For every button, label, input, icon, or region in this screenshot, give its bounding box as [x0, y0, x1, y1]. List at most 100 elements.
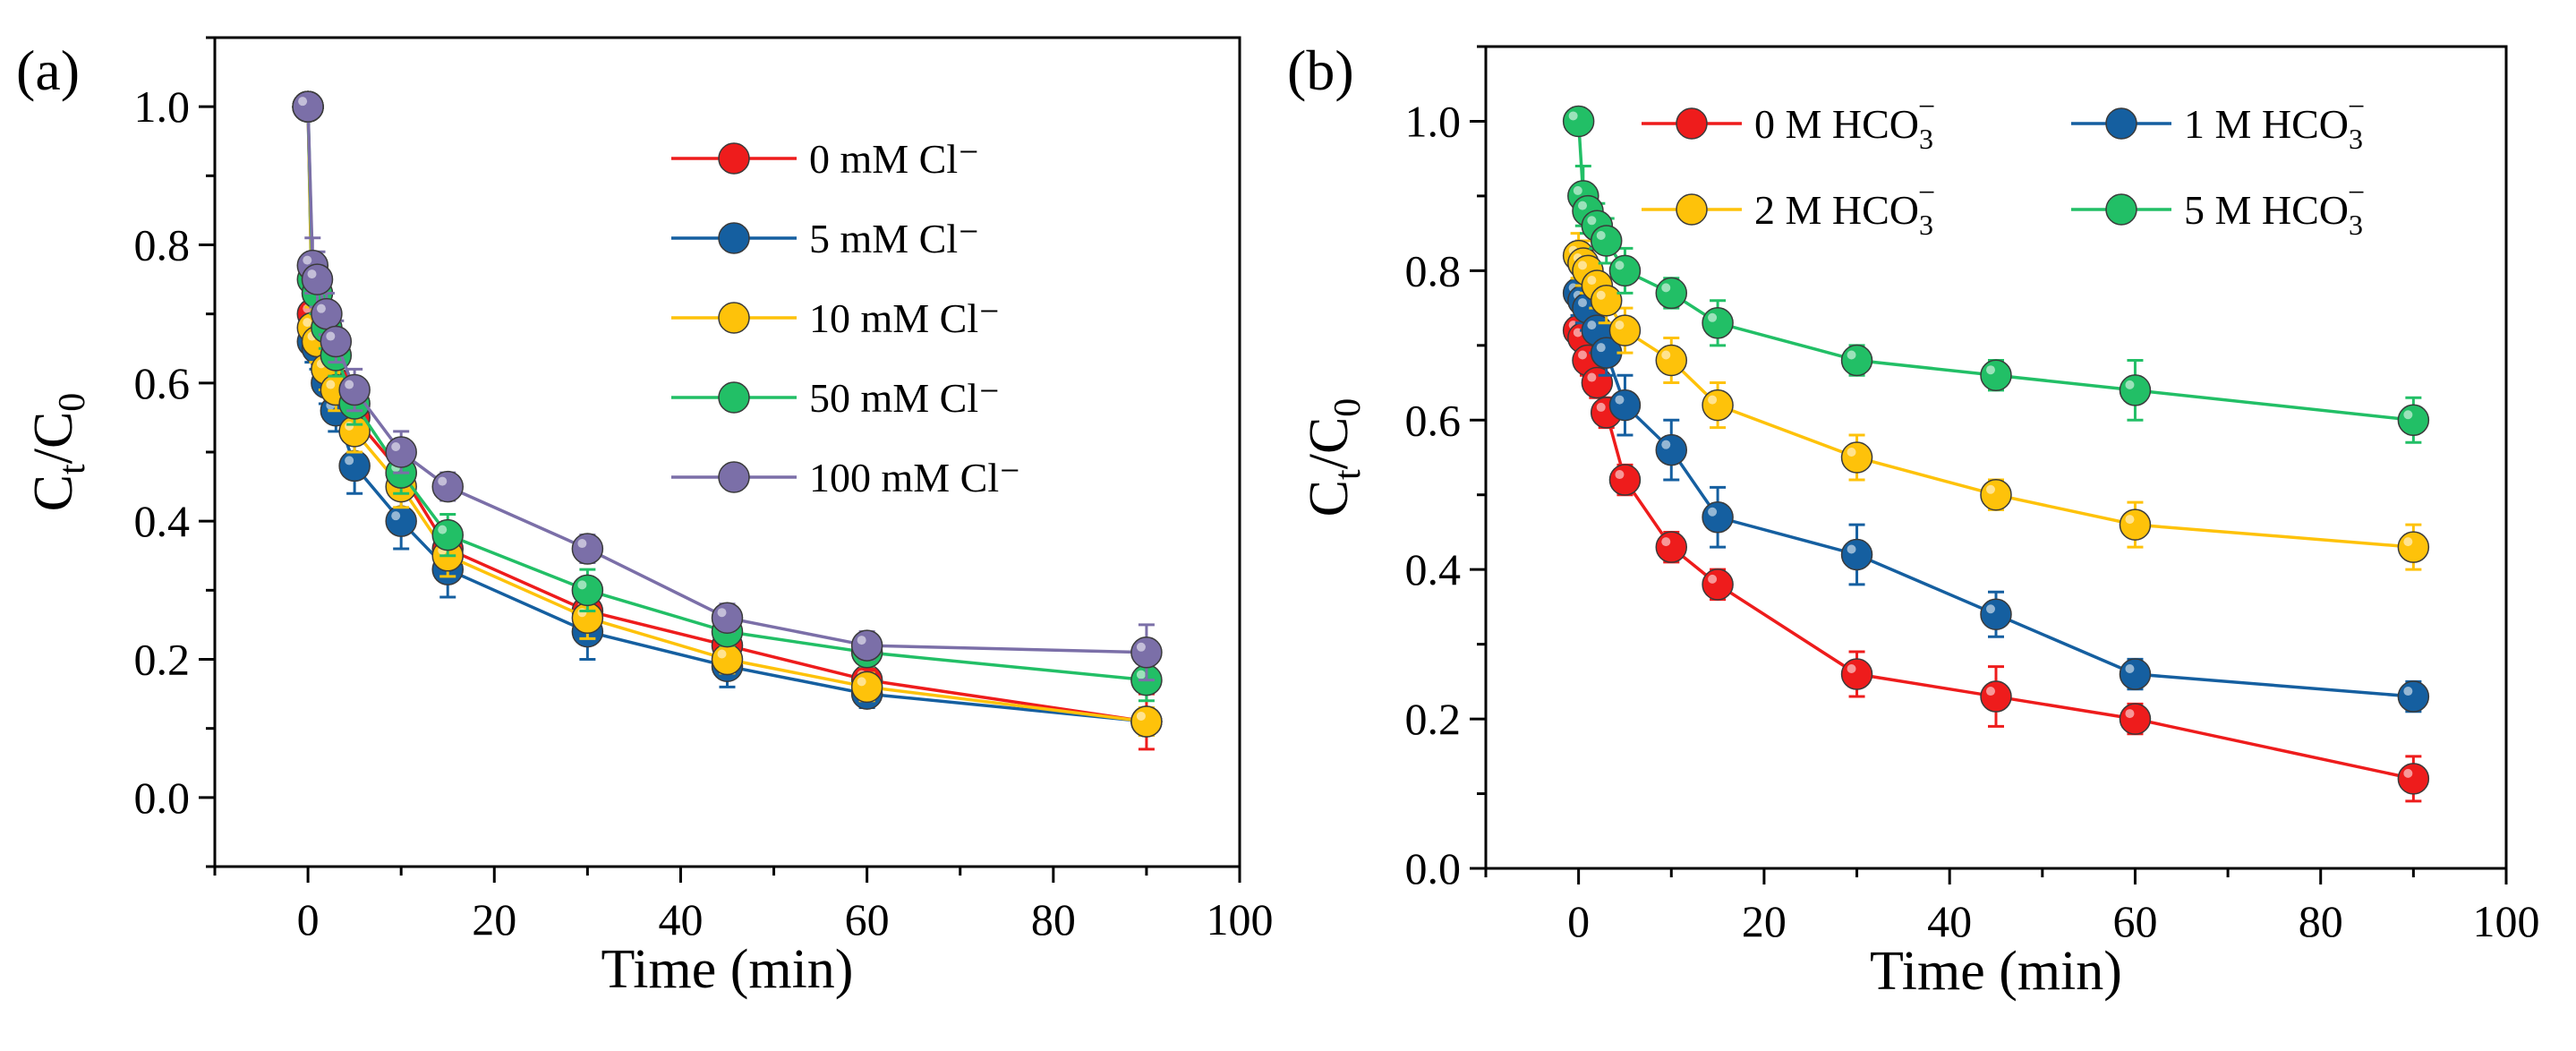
data-point-highlight-b-2	[1661, 350, 1671, 360]
y-tick-label-a: 0.8	[134, 220, 191, 270]
legend-label-b-0: 0 M HCO3−	[1754, 90, 1935, 155]
data-point-b-2	[1702, 389, 1734, 422]
data-point-highlight-b-0	[1986, 687, 1995, 696]
series-a-4	[292, 90, 1163, 682]
data-point-highlight-b-0	[2125, 709, 2135, 719]
data-point-highlight-b-3	[1615, 261, 1625, 270]
data-point-highlight-b-1	[1578, 298, 1587, 308]
data-point-highlight-b-1	[1615, 395, 1625, 405]
data-point-a-3	[571, 574, 604, 607]
data-point-highlight-a-2	[577, 608, 587, 618]
data-point-b-1	[1840, 538, 1873, 571]
data-point-highlight-a-3	[438, 525, 448, 534]
data-point-highlight-a-4	[438, 476, 448, 486]
legend-marker-b-1	[2105, 107, 2137, 140]
data-point-highlight-b-0	[1847, 664, 1856, 674]
data-point-a-1	[338, 449, 371, 483]
series-b-3	[1562, 105, 2430, 444]
data-point-b-2	[1980, 478, 2012, 511]
data-point-highlight-b-3	[2403, 410, 2413, 420]
data-point-highlight-a-4	[717, 608, 727, 618]
data-point-b-3	[2119, 374, 2152, 406]
data-point-highlight-b-1	[2403, 687, 2413, 696]
legend-marker-a-1	[718, 222, 750, 254]
series-b-2	[1562, 232, 2430, 571]
data-point-b-0	[1581, 366, 1614, 399]
data-point-highlight-a-4	[303, 255, 312, 265]
data-point-a-4	[338, 373, 371, 406]
panel-label-a: (a)	[16, 38, 80, 102]
x-axis-label-b: Time (min)	[1870, 941, 2122, 1002]
data-point-b-1	[1655, 433, 1688, 466]
data-point-highlight-b-2	[1587, 276, 1597, 286]
data-point-b-3	[1702, 307, 1734, 339]
data-point-a-4	[711, 602, 744, 634]
data-point-b-1	[1980, 598, 2012, 631]
data-point-highlight-b-0	[1578, 350, 1587, 360]
data-point-highlight-a-4	[298, 97, 308, 107]
data-point-highlight-a-4	[577, 539, 587, 549]
legend-marker-b-2	[1676, 193, 1708, 226]
legend-label-a-1: 5 mM Cl⁻	[809, 216, 979, 261]
x-tick-label-a: 0	[297, 894, 320, 944]
y-tick-label-b: 1.0	[1405, 96, 1462, 146]
data-point-highlight-b-2	[1847, 448, 1856, 457]
data-point-highlight-b-3	[1986, 365, 1995, 375]
data-point-highlight-b-2	[1986, 484, 1995, 494]
data-point-highlight-b-1	[1661, 440, 1671, 449]
data-point-highlight-b-1	[1596, 343, 1606, 353]
x-tick-label-a: 60	[845, 894, 890, 944]
panel-b-chart: 0 20 40 60 80 100 0.0 0.2 0.4 0.6 0.8 1.0 Time (min)…	[1287, 38, 2540, 1002]
data-point-highlight-a-2	[326, 380, 336, 389]
data-point-a-4	[431, 470, 464, 503]
x-tick-label-b: 40	[1927, 896, 1972, 946]
legend-label-a-0: 0 mM Cl⁻	[809, 136, 979, 182]
data-point-highlight-b-3	[1708, 312, 1718, 322]
x-tick-label-b: 80	[2299, 896, 2343, 946]
y-tick-label-b: 0.2	[1405, 694, 1462, 744]
data-point-b-0	[1702, 568, 1734, 601]
data-point-a-4	[292, 90, 324, 123]
data-point-highlight-b-0	[1587, 372, 1597, 382]
data-point-b-2	[1840, 441, 1873, 474]
data-point-highlight-a-4	[1136, 642, 1146, 652]
data-point-highlight-b-2	[1596, 290, 1606, 300]
data-point-b-0	[1980, 680, 2012, 713]
data-point-b-2	[1590, 284, 1623, 317]
data-point-highlight-b-3	[1847, 350, 1856, 360]
x-tick-label-b: 20	[1742, 896, 1787, 946]
data-point-a-4	[301, 263, 334, 295]
legend-marker-b-0	[1676, 107, 1708, 140]
data-point-a-1	[385, 505, 417, 537]
data-point-highlight-b-2	[1578, 261, 1587, 270]
y-tick-label-a: 0.2	[134, 635, 191, 685]
data-point-highlight-b-3	[1661, 283, 1671, 293]
data-point-a-4	[1130, 637, 1163, 669]
data-point-highlight-b-1	[1708, 507, 1718, 517]
data-point-highlight-a-1	[391, 511, 401, 521]
data-point-b-1	[1608, 389, 1642, 422]
data-point-b-3	[1655, 277, 1688, 310]
data-point-highlight-b-2	[2125, 515, 2135, 525]
data-point-highlight-a-3	[1136, 670, 1146, 679]
data-point-a-2	[1130, 705, 1163, 738]
data-point-highlight-a-4	[326, 331, 336, 341]
data-point-b-0	[1840, 658, 1873, 690]
data-point-b-2	[2397, 531, 2430, 563]
y-tick-label-a: 0.4	[134, 496, 191, 546]
data-point-highlight-a-4	[307, 269, 317, 279]
y-tick-label-a: 0.0	[134, 773, 191, 823]
data-point-highlight-b-0	[1708, 574, 1718, 584]
x-tick-label-b: 100	[2473, 896, 2540, 946]
y-tick-label-b: 0.6	[1405, 395, 1462, 445]
data-point-b-1	[2119, 658, 2152, 690]
plot-frame-b	[1484, 45, 2508, 870]
data-point-highlight-b-0	[1596, 402, 1606, 412]
legend-label-a-4: 100 mM Cl⁻	[809, 455, 1020, 500]
data-point-highlight-b-0	[2403, 768, 2413, 778]
y-tick-label-a: 0.6	[134, 358, 191, 408]
data-point-b-3	[1980, 359, 2012, 391]
series-b-1	[1562, 269, 2430, 713]
data-point-highlight-a-3	[577, 580, 587, 590]
data-point-highlight-a-4	[316, 303, 326, 313]
